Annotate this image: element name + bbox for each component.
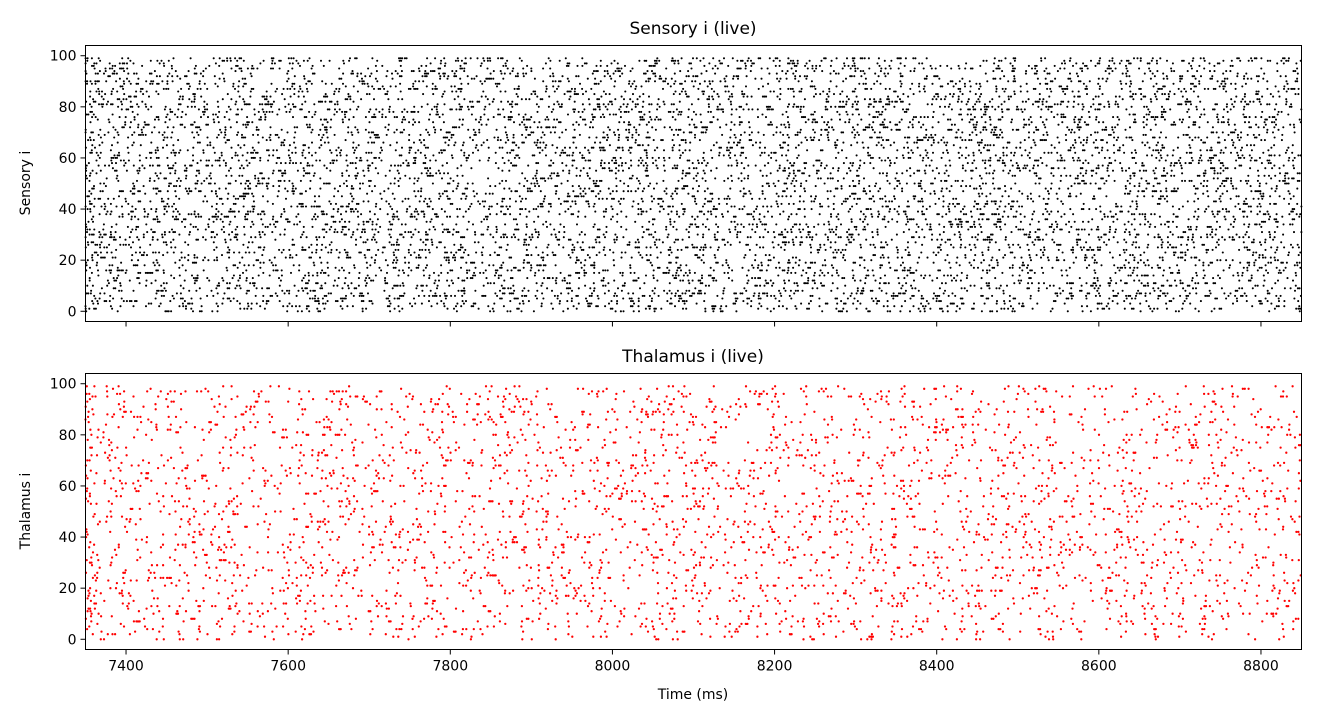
x-tick-label: 8800: [1243, 659, 1279, 675]
thalamus-y-axis-label: Thalamus i: [18, 473, 34, 551]
sensory-axes-frame: [85, 45, 1302, 322]
x-tick-label: 8000: [595, 659, 631, 675]
sensory-y-axis-label: Sensory i: [18, 151, 34, 216]
thalamus-spikes: [84, 385, 1302, 641]
x-tick-label: 7400: [108, 659, 144, 675]
spike-markers: [84, 385, 1302, 641]
x-tick-label: 7600: [270, 659, 306, 675]
thalamus-x-ticks: 7400 7600 7800 8000 8200 8400 8600 8800: [108, 649, 1279, 675]
y-tick-label: 80: [59, 100, 77, 116]
y-tick-label: 60: [59, 479, 77, 495]
y-tick-label: 20: [59, 253, 77, 269]
y-tick-label: 60: [59, 151, 77, 167]
y-tick-label: 0: [68, 632, 77, 648]
y-tick-label: 20: [59, 581, 77, 597]
y-tick-label: 40: [59, 530, 77, 546]
sensory-raster-panel: Sensory i (live) 0 20 40 60 80 100 Sensory i: [18, 19, 1303, 327]
y-tick-label: 0: [68, 304, 77, 320]
y-tick-label: 40: [59, 202, 77, 218]
time-x-axis-label: Time (ms): [657, 687, 729, 703]
sensory-y-ticks: 0 20 40 60 80 100: [50, 49, 86, 320]
x-tick-label: 7800: [432, 659, 468, 675]
y-tick-label: 80: [59, 428, 77, 444]
sensory-spikes: [84, 57, 1303, 313]
x-tick-label: 8400: [919, 659, 955, 675]
thalamus-title: Thalamus i (live): [621, 347, 764, 367]
spike-markers: [84, 57, 1303, 313]
y-tick-label: 100: [50, 49, 77, 65]
sensory-title: Sensory i (live): [629, 19, 756, 39]
x-tick-label: 8200: [757, 659, 793, 675]
sensory-x-ticks: [125, 321, 1262, 327]
x-tick-label: 8600: [1081, 659, 1117, 675]
thalamus-raster-panel: Thalamus i (live) 7400 7600 7800 8000 8200 84…: [18, 347, 1302, 703]
thalamus-y-ticks: 0 20 40 60 80 100: [50, 377, 86, 648]
y-tick-label: 100: [50, 377, 77, 393]
thalamus-axes-frame: [85, 373, 1302, 650]
